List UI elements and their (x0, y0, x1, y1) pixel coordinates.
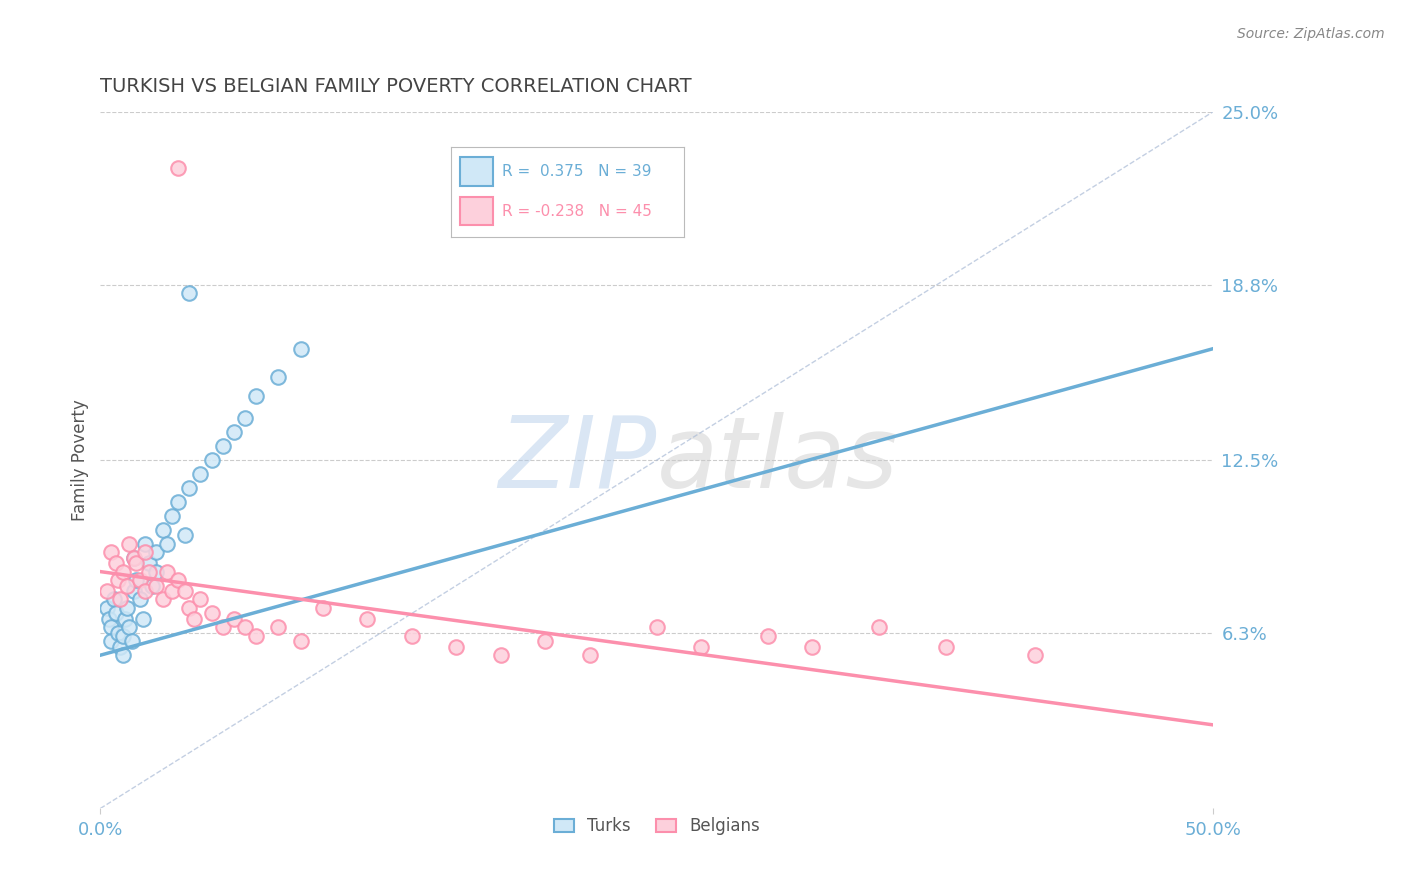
Point (267, 620, 290, 634)
Point (115, 600, 138, 615)
Point (125, 556, 148, 570)
Point (104, 556, 127, 570)
Point (145, 565, 167, 579)
Point (110, 640, 132, 654)
Point (401, 629, 423, 643)
Point (121, 634, 143, 648)
Text: ZIP: ZIP (498, 412, 657, 508)
Point (138, 565, 160, 579)
Point (134, 584, 156, 599)
Point (152, 523, 174, 537)
Point (290, 342, 312, 356)
Point (125, 573, 148, 587)
Point (100, 634, 122, 648)
Text: Source: ZipAtlas.com: Source: ZipAtlas.com (1237, 27, 1385, 41)
Point (245, 389, 267, 403)
Text: atlas: atlas (657, 412, 898, 508)
Point (233, 620, 256, 634)
Point (801, 640, 824, 654)
Point (868, 620, 890, 634)
Point (290, 634, 312, 648)
Point (110, 592, 132, 607)
Point (145, 545, 167, 559)
Point (100, 545, 122, 559)
Point (122, 550, 145, 565)
Point (233, 411, 256, 425)
Point (167, 495, 190, 509)
Point (118, 537, 141, 551)
Point (167, 161, 190, 175)
Point (935, 640, 957, 654)
Point (267, 369, 290, 384)
Point (134, 537, 156, 551)
Point (100, 620, 122, 634)
Point (156, 565, 179, 579)
Point (201, 607, 224, 621)
Point (104, 607, 127, 621)
Point (98, 612, 121, 626)
Point (201, 453, 224, 467)
Point (211, 439, 233, 453)
Point (107, 573, 129, 587)
Point (103, 592, 125, 607)
Point (152, 592, 174, 607)
Point (122, 550, 145, 565)
Point (489, 648, 512, 663)
Point (1024, 648, 1046, 663)
Point (179, 481, 201, 495)
Point (174, 528, 197, 542)
Point (356, 612, 378, 626)
Point (190, 592, 212, 607)
Y-axis label: Family Poverty: Family Poverty (72, 400, 89, 521)
Point (222, 425, 245, 440)
Point (107, 626, 129, 640)
Point (579, 648, 602, 663)
Point (114, 612, 136, 626)
Point (156, 537, 179, 551)
Point (131, 612, 153, 626)
Point (183, 612, 205, 626)
Point (690, 640, 713, 654)
Point (756, 629, 779, 643)
Point (141, 578, 163, 592)
Point (179, 285, 201, 300)
Point (122, 584, 145, 599)
Point (645, 620, 668, 634)
Point (160, 508, 183, 523)
Point (111, 565, 134, 579)
Point (179, 600, 201, 615)
Point (190, 467, 212, 481)
Point (129, 573, 152, 587)
Point (446, 640, 468, 654)
Point (312, 600, 335, 615)
Point (118, 620, 141, 634)
Point (111, 648, 134, 663)
Point (211, 620, 233, 634)
Point (96, 600, 118, 615)
Point (174, 584, 197, 599)
Point (145, 578, 167, 592)
Legend: Turks, Belgians: Turks, Belgians (547, 811, 766, 842)
Point (115, 578, 138, 592)
Point (134, 545, 156, 559)
Point (167, 573, 190, 587)
Point (96, 584, 118, 599)
Point (160, 584, 183, 599)
Point (129, 592, 152, 607)
Point (111, 629, 134, 643)
Text: TURKISH VS BELGIAN FAMILY POVERTY CORRELATION CHART: TURKISH VS BELGIAN FAMILY POVERTY CORREL… (100, 78, 692, 96)
Point (245, 629, 267, 643)
Point (222, 612, 245, 626)
Point (534, 634, 557, 648)
Point (138, 556, 160, 570)
